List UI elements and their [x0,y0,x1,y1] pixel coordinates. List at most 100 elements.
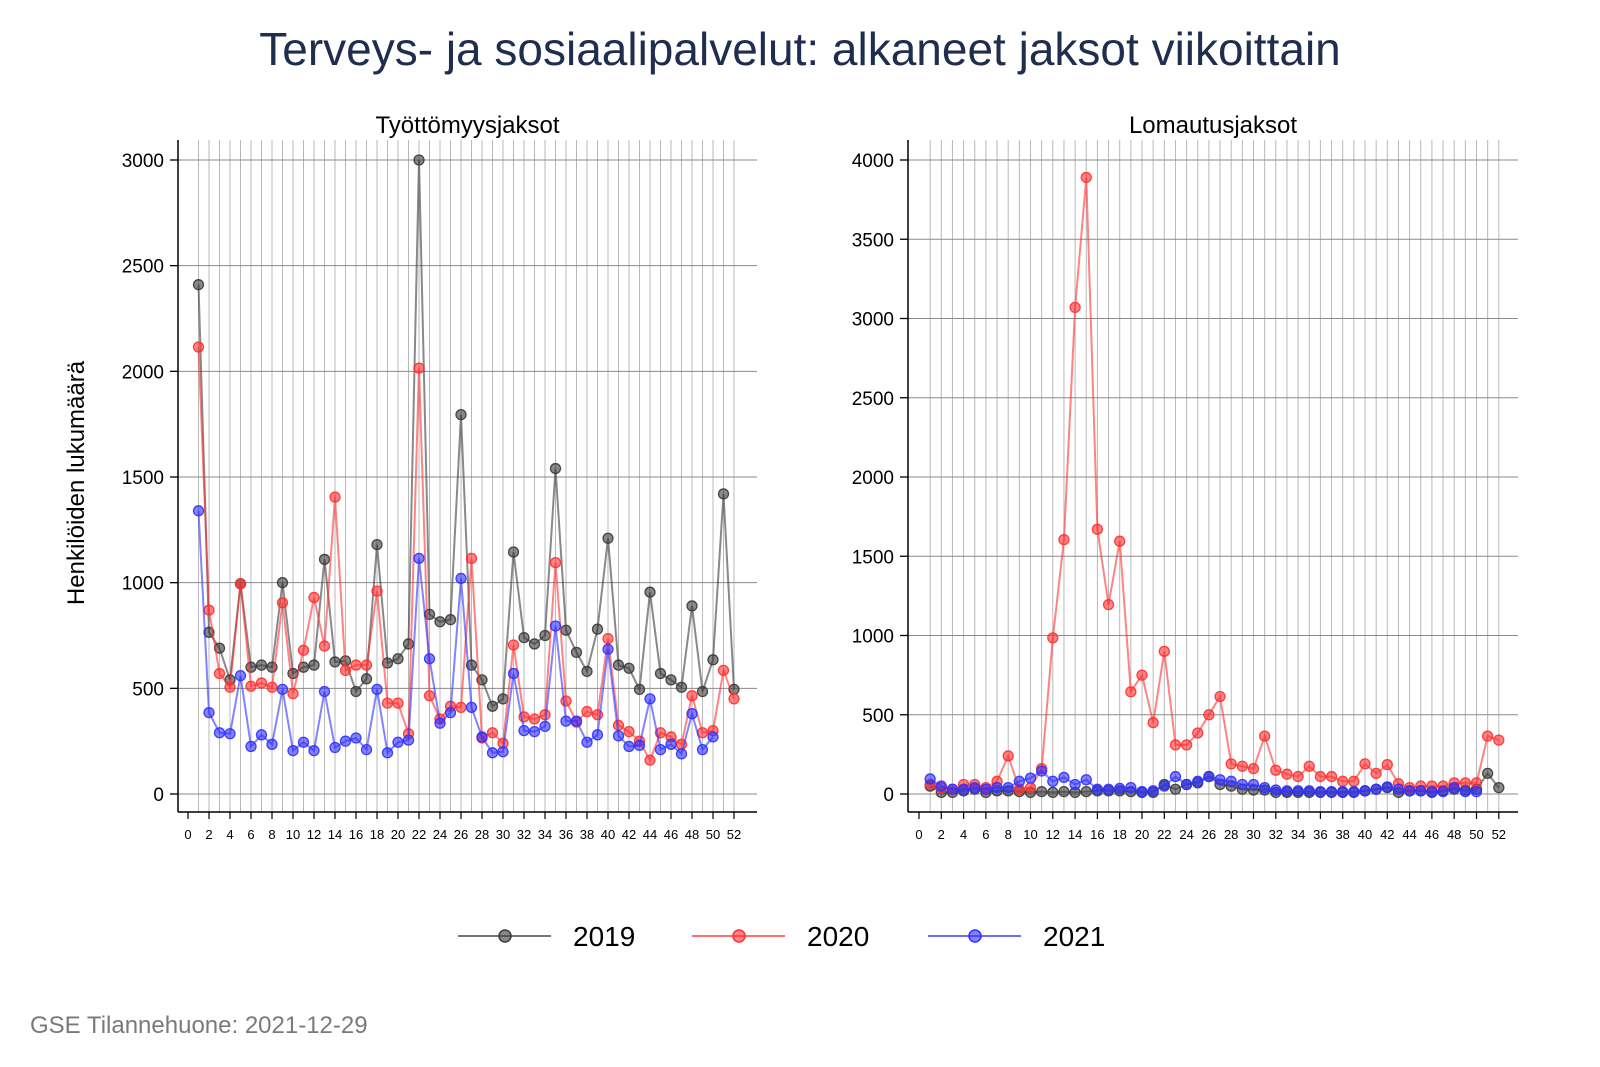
data-point-2021 [1102,783,1115,795]
data-point-2019 [350,685,362,698]
data-point-2020 [1114,535,1126,547]
data-point-2020 [1158,645,1170,657]
x-tick-label: 8 [1005,827,1012,842]
x-tick-label: 22 [1157,827,1171,842]
data-point-2019 [1058,785,1070,798]
data-point-2019 [675,681,688,693]
x-tick-label: 8 [268,827,275,842]
data-point-2021 [612,730,625,742]
data-point-2021 [570,715,583,727]
data-point-2021 [1180,778,1193,791]
x-tick-label: 34 [538,827,552,842]
x-tick-label: 34 [1291,827,1305,842]
x-tick-label: 24 [433,827,447,842]
legend-label-2021: 2021 [1043,921,1105,952]
data-point-2020 [1259,730,1271,742]
data-point-2020 [1147,717,1159,729]
data-point-2020 [1192,727,1204,739]
data-point-2021 [392,736,404,748]
data-point-2021 [581,736,593,748]
x-tick-label: 2 [205,827,212,842]
legend-marker-2020 [732,929,746,943]
data-point-2020 [686,690,698,702]
data-point-2020 [507,639,520,651]
data-point-2021 [675,748,688,760]
data-point-2021 [957,783,970,795]
data-point-2019 [623,662,635,674]
data-point-2021 [1325,785,1338,798]
data-point-2021 [287,745,299,757]
data-point-2020 [1180,739,1193,751]
data-point-2021 [413,552,425,565]
data-point-2020 [1080,171,1092,184]
data-point-2020 [1002,750,1014,762]
data-point-2019 [560,624,572,636]
data-point-2021 [507,667,520,680]
series-line-2020 [929,177,1500,791]
data-point-2019 [686,600,698,612]
data-point-2021 [1069,778,1081,791]
data-point-2020 [381,697,394,709]
data-point-2021 [1013,775,1025,787]
x-tick-label: 52 [1492,827,1506,842]
data-point-2019 [570,646,583,659]
data-point-2021 [991,782,1003,794]
data-point-2019 [308,659,320,671]
y-tick-label: 1000 [122,574,164,595]
data-point-2021 [707,731,719,743]
data-point-2019 [1080,785,1092,798]
data-point-2020 [1281,768,1293,780]
data-point-2021 [1203,770,1215,783]
panel-lomautusjaksot: Lomautusjaksot05001000150020002500300035… [852,112,1518,842]
data-point-2019 [591,623,604,635]
data-point-2020 [308,591,320,604]
data-point-2019 [434,616,446,628]
x-tick-label: 2 [938,827,945,842]
data-point-2020 [1236,760,1248,772]
data-point-2020 [1169,739,1182,751]
data-point-2019 [696,685,709,698]
y-tick-label: 3500 [852,230,894,251]
x-tick-label: 36 [1313,827,1327,842]
data-point-2020 [423,690,436,702]
data-point-2021 [402,734,415,746]
data-point-2019 [360,673,373,685]
data-point-2021 [381,747,394,759]
data-point-2021 [497,746,509,758]
chart-main-title: Terveys- ja sosiaalipalvelut: alkaneet j… [259,23,1341,75]
x-tick-label: 14 [1068,827,1082,842]
data-point-2021 [654,743,667,756]
x-tick-label: 18 [370,827,384,842]
data-point-2020 [266,681,278,693]
data-point-2021 [1169,770,1182,783]
data-point-2020 [1270,764,1282,776]
y-tick-label: 2000 [122,362,164,383]
y-tick-label: 0 [153,785,164,806]
x-tick-label: 36 [559,827,573,842]
data-point-2020 [360,659,373,671]
data-point-2019 [644,586,656,598]
data-point-2020 [644,754,656,766]
data-point-2021 [1147,785,1159,797]
data-point-2020 [371,585,383,597]
data-point-2021 [1225,775,1237,787]
data-point-2021 [1002,782,1014,794]
data-point-2020 [245,680,257,692]
data-point-2021 [1080,774,1092,786]
data-point-2019 [1036,785,1048,798]
x-tick-label: 6 [247,827,254,842]
data-point-2020 [1125,686,1137,698]
data-point-2019 [413,154,425,166]
x-tick-label: 26 [1202,827,1216,842]
x-tick-label: 46 [1425,827,1439,842]
data-point-2021 [1370,783,1382,795]
data-point-2021 [1125,782,1137,794]
data-point-2021 [1214,774,1226,786]
data-point-2020 [350,659,362,671]
data-point-2021 [1270,784,1282,796]
data-point-2021 [980,783,992,795]
x-tick-label: 12 [1046,827,1060,842]
data-point-2020 [392,697,404,709]
x-tick-label: 30 [496,827,510,842]
data-point-2021 [350,732,362,744]
